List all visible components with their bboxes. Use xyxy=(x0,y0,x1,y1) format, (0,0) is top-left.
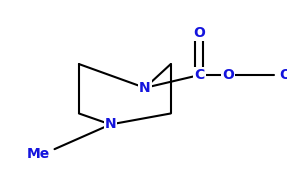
Text: Me: Me xyxy=(26,147,50,161)
Text: OH: OH xyxy=(279,68,287,82)
Text: O: O xyxy=(193,26,205,40)
Text: N: N xyxy=(139,81,151,95)
Text: C: C xyxy=(194,68,205,82)
Text: O: O xyxy=(222,68,234,82)
Text: N: N xyxy=(105,117,116,131)
